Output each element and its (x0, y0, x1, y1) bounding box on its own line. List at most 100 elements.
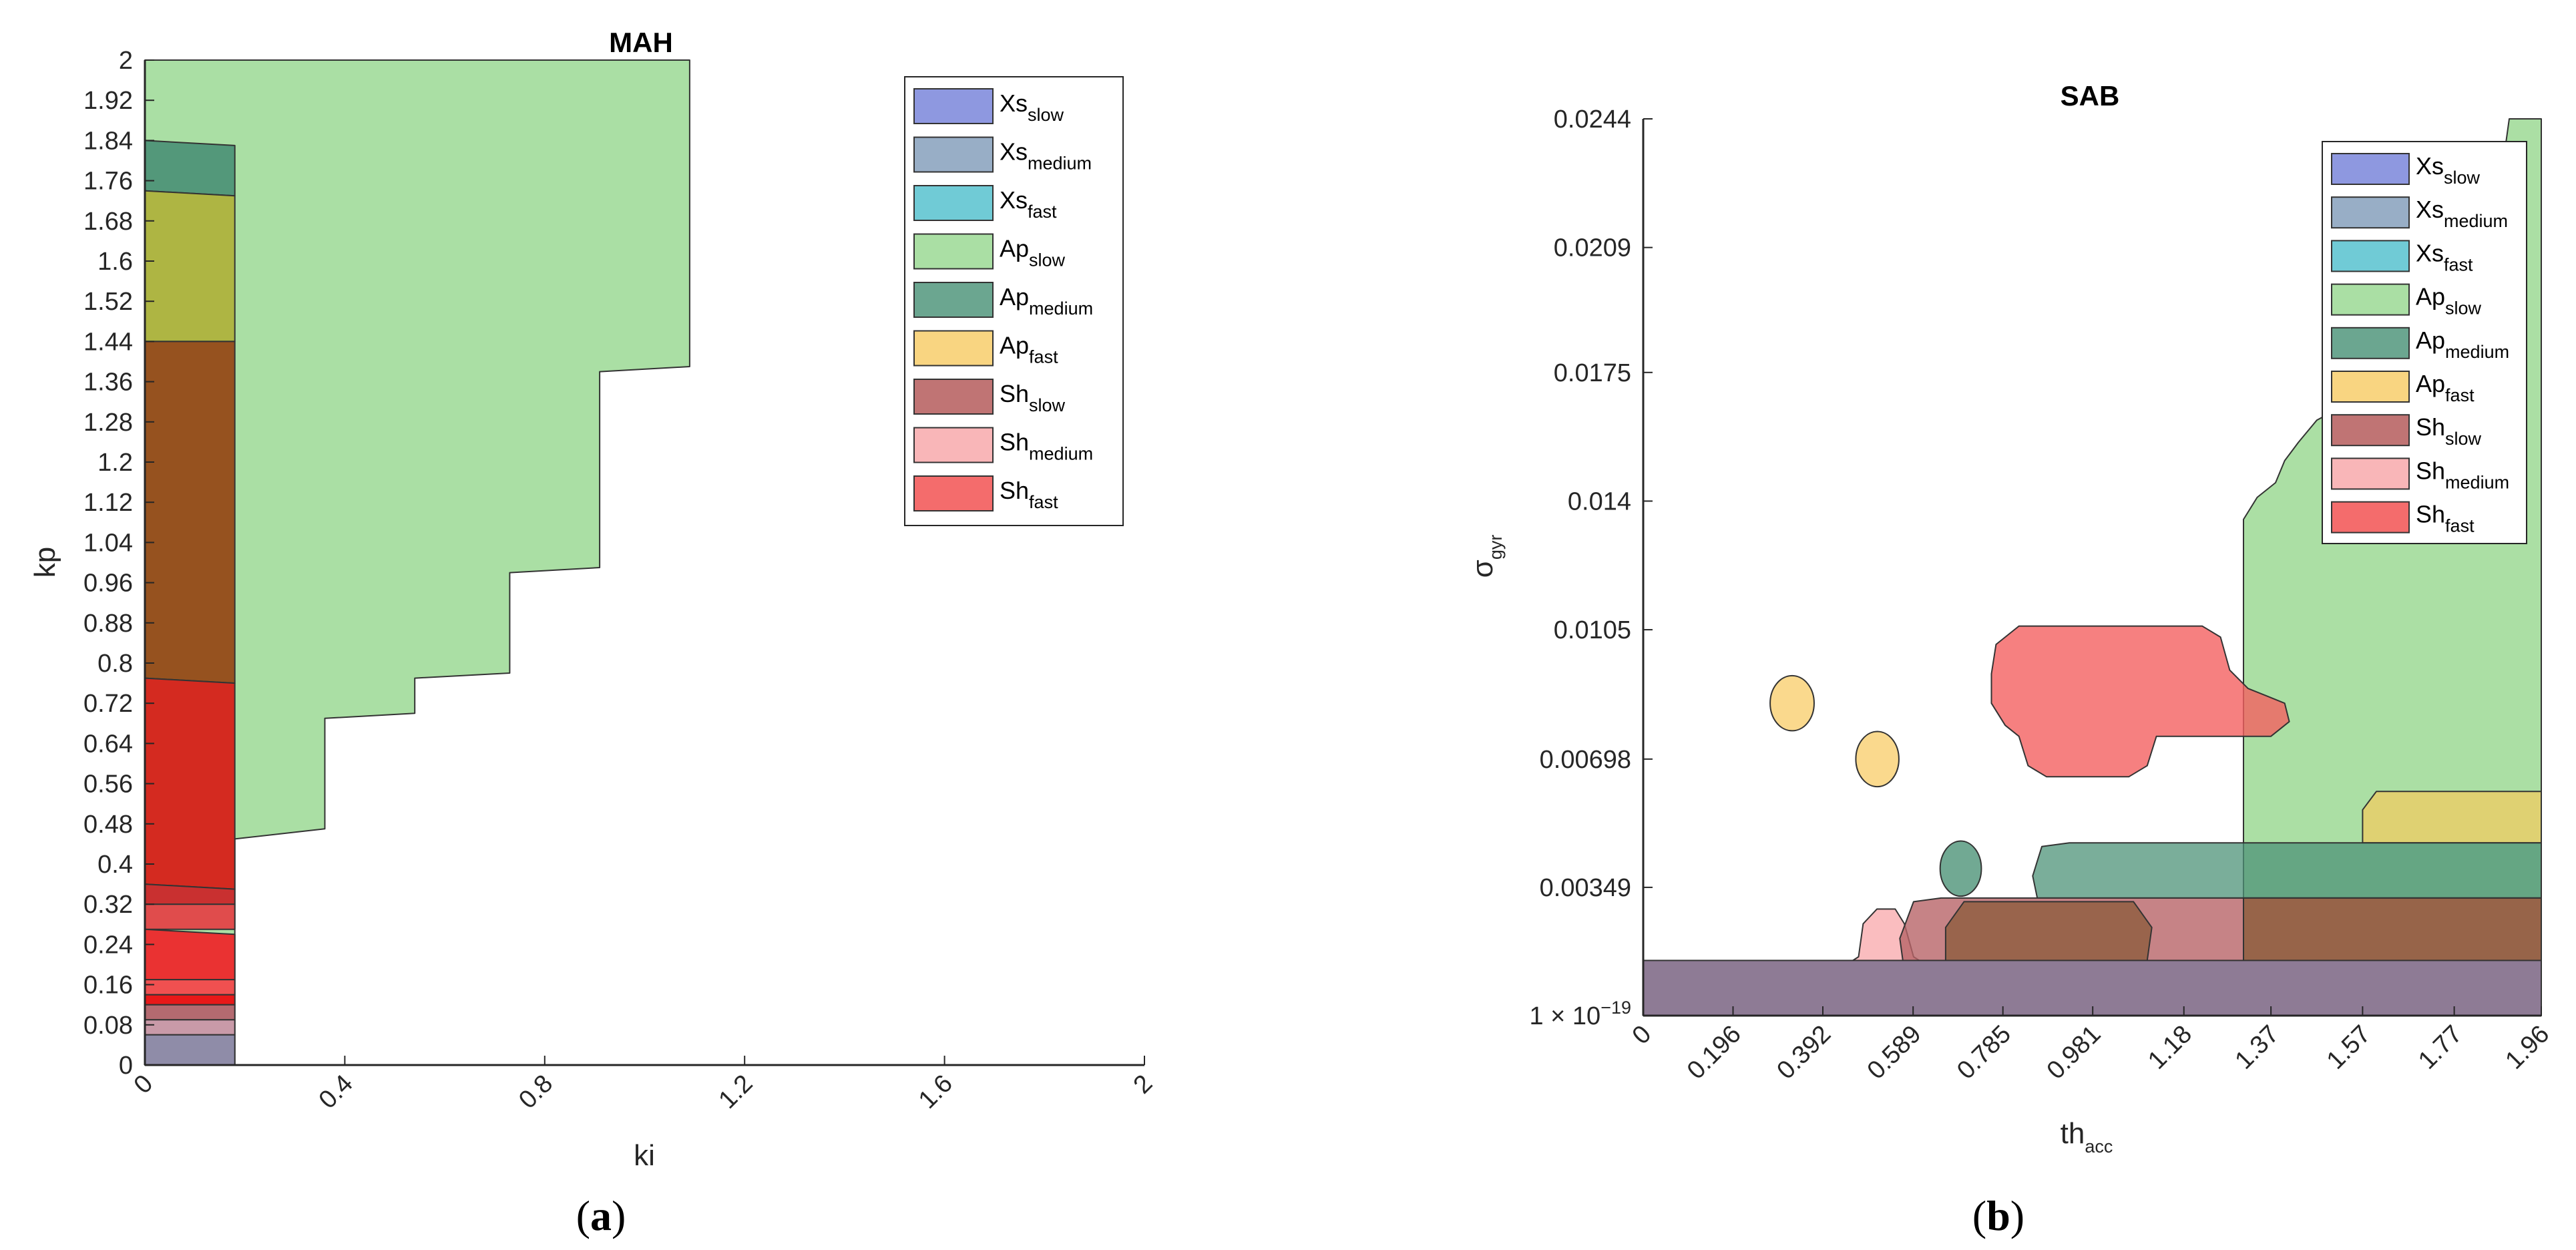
legend-swatch (2331, 371, 2410, 403)
region-sh-fast-6 (144, 903, 236, 930)
x-axis-label-b-sub: acc (2085, 1136, 2113, 1157)
x-ticks-b: 0 0.196 0.392 0.589 0.785 0.981 1.18 1.37 1.57 1.… (1627, 1006, 2555, 1085)
x-tick-label: 2 (1128, 1070, 1158, 1100)
regions-a (144, 59, 690, 1066)
legend-entry-sub: medium (2445, 342, 2509, 362)
x-tick-label: 0.589 (1862, 1020, 1927, 1085)
legend-entry: Shfast (1000, 477, 1058, 512)
region-xs-medium-12 (144, 1034, 236, 1066)
panel-caption-a: (a) (576, 1192, 626, 1239)
y-tick-label: 0 (119, 1052, 133, 1080)
y-tick-label: 0.014 (1568, 487, 1631, 515)
region-ap-medium-5 (2032, 842, 2542, 899)
y-tick-label-first: 1 × 10−19 (1529, 998, 1631, 1030)
legend-entry: Shmedium (1000, 429, 1093, 464)
y-tick-label: 0.4 (97, 851, 133, 879)
legend-entry-base: Sh (2416, 457, 2445, 484)
region-sh-fast-7 (144, 928, 236, 981)
x-axis-label-b: thacc (2061, 1117, 2113, 1157)
y-tick-label: 1.68 (83, 208, 133, 236)
region-ap-medium-1 (144, 140, 236, 197)
region-ap-slow-0 (144, 59, 690, 1066)
x-tick-label: 0.981 (2042, 1020, 2107, 1085)
legend-entry: Apfast (1000, 332, 1058, 367)
legend-entry: Apslow (1000, 235, 1066, 270)
y-tick-label: 0.8 (97, 650, 133, 678)
legend-entry-base: Xs (2416, 196, 2444, 223)
legend-entry-sub: slow (2444, 168, 2481, 188)
legend-entry-base: Xs (1000, 138, 1028, 166)
y-tick-label: 1.44 (83, 328, 133, 356)
legend-entry-base: Ap (1000, 332, 1029, 359)
legend-a: XsslowXsmediumXsfastApslowApmediumApfast… (904, 76, 1124, 526)
region-ap-fast-3 (1855, 731, 1900, 788)
panel-caption-b-letter: b (1986, 1192, 2010, 1239)
legend-swatch (913, 185, 994, 221)
legend-entry: Apfast (2416, 370, 2475, 405)
x-tick-label: 1.18 (2143, 1020, 2197, 1075)
y-tick-label: 0.0105 (1554, 616, 1631, 644)
x-tick-label: 0 (1627, 1020, 1657, 1050)
legend-swatch (913, 233, 994, 270)
region-sh-fast-9 (144, 994, 236, 1006)
legend-entry-sub: fast (2445, 385, 2475, 405)
y-tick-label: 1.84 (83, 127, 133, 155)
legend-entry-sub: slow (2445, 429, 2482, 449)
y-tick-label-first-base: 1 × 10 (1529, 1002, 1600, 1030)
legend-entry: Xsslow (2416, 152, 2481, 188)
legend-entry-sub: medium (2445, 472, 2509, 492)
y-tick-label: 1.92 (83, 87, 133, 115)
legend-entry-base: Ap (2416, 370, 2445, 397)
y-tick-label-first-sup: −19 (1600, 998, 1631, 1018)
legend-entry-sub: slow (1029, 250, 1066, 270)
y-ticks-b: 1 × 10−19 0.00349 0.00698 0.0105 0.014 0.0175… (1529, 106, 1653, 1030)
region-sh-fast-1 (1990, 625, 2290, 778)
legend-entry-sub: medium (1029, 298, 1093, 319)
x-tick-label: 0.4 (314, 1070, 359, 1114)
legend-entry-sub: medium (1028, 154, 1092, 174)
y-tick-label: 1.76 (83, 168, 133, 196)
legend-swatch (2331, 283, 2410, 316)
region-sh-medium-11 (144, 1019, 236, 1036)
legend-entry: Xsfast (2416, 239, 2473, 274)
x-axis-label-b-base: th (2061, 1117, 2085, 1150)
y-tick-label: 0.64 (83, 730, 133, 758)
chart-panel-a: 0 0.4 0.8 1.2 1.6 2 00.080.160.240.320.40.480… (29, 27, 1158, 1239)
y-axis-label-b-base: σ (1466, 560, 1499, 578)
legend-entry-base: Xs (2416, 239, 2444, 266)
legend-entry-base: Xs (2416, 152, 2444, 180)
legend-swatch (913, 475, 994, 511)
x-tick-label: 0 (129, 1070, 159, 1100)
legend-entry: Xsfast (1000, 186, 1057, 222)
legend-entry-sub: fast (2445, 516, 2475, 536)
legend-swatch (2331, 153, 2410, 185)
x-tick-label: 0.392 (1771, 1020, 1836, 1085)
x-tick-label: 1.57 (2322, 1020, 2376, 1075)
x-tick-label: 1.96 (2500, 1020, 2555, 1075)
y-tick-label: 0.24 (83, 931, 133, 959)
panel-caption-a-letter: a (590, 1192, 612, 1239)
region-sh-fast-4 (144, 677, 236, 890)
legend-entry-base: Ap (1000, 283, 1029, 310)
y-tick-label: 0.0175 (1554, 359, 1631, 387)
x-tick-label: 1.77 (2413, 1020, 2468, 1075)
y-tick-label: 0.08 (83, 1012, 133, 1040)
chart-title-b: SAB (2061, 80, 2120, 112)
y-tick-label: 0.0244 (1554, 106, 1631, 134)
y-tick-label: 1.2 (97, 449, 133, 477)
y-ticks-a: 0 0.08 0.16 0.24 0.32 0.4 0.48 0.56 0.64 0.72 0.8 0… (83, 47, 154, 1080)
region-sh-fast-8 (144, 979, 236, 996)
legend-entry-sub: fast (1029, 492, 1058, 512)
legend-entry-sub: medium (1029, 444, 1093, 464)
legend-entry-base: Sh (2416, 413, 2445, 441)
y-axis-label-a: kp (29, 547, 61, 578)
region-sh-slow-10 (144, 1004, 236, 1021)
y-tick-label: 0.72 (83, 690, 133, 718)
x-tick-label: 0.785 (1952, 1020, 2016, 1085)
y-tick-label: 0.88 (83, 610, 133, 638)
y-tick-label: 1.36 (83, 369, 133, 397)
region-ap-fast-2 (144, 190, 236, 343)
legend-entry: Apslow (2416, 283, 2482, 319)
chart-title-a: MAH (609, 27, 673, 58)
